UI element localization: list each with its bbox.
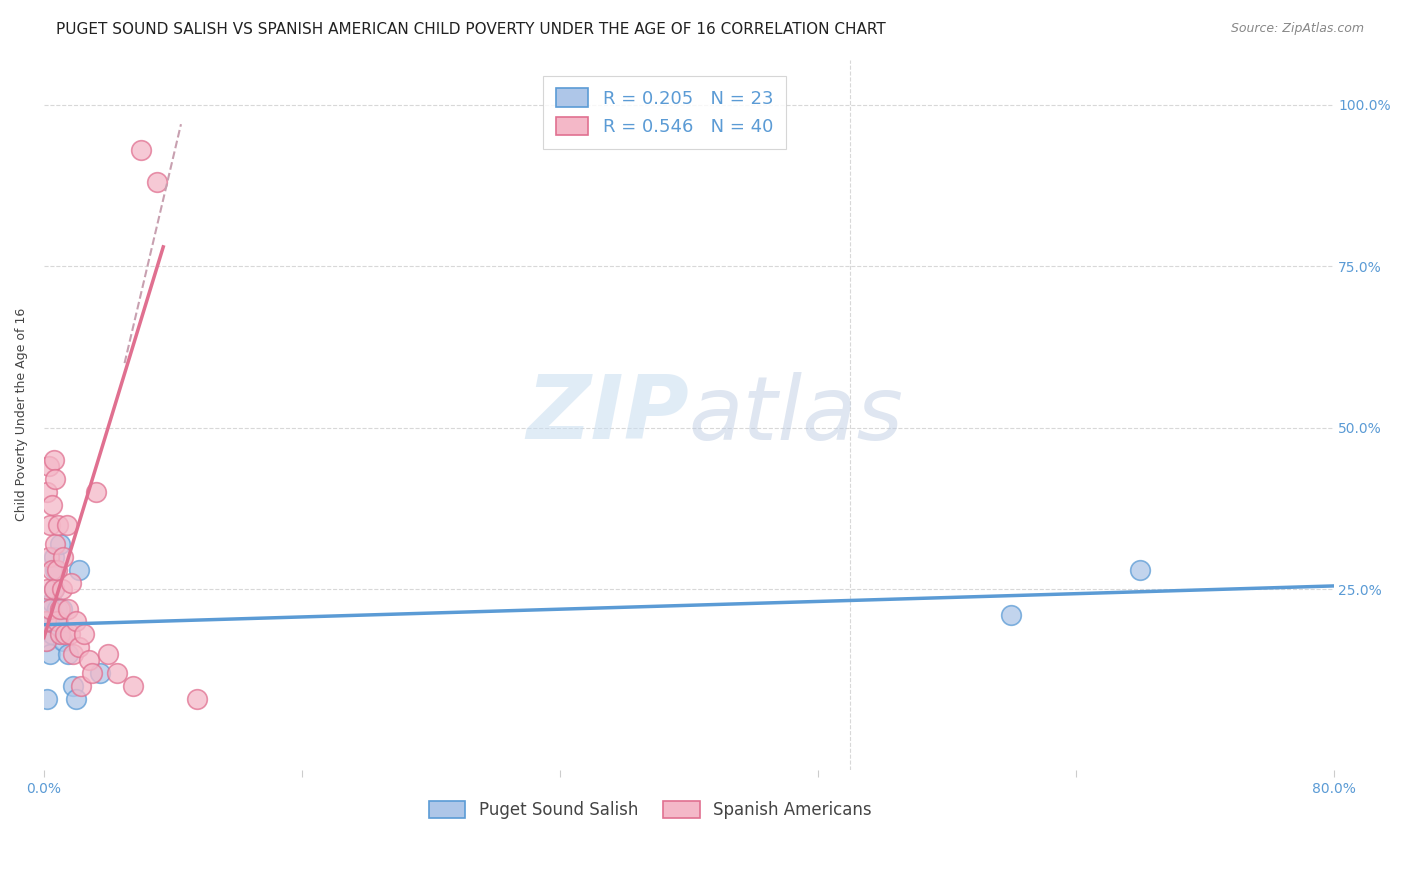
- Point: [41, 563, 63, 577]
- Point: [52, 633, 75, 648]
- Point: [70, 679, 93, 693]
- Point: [38, 459, 60, 474]
- Point: [44, 537, 66, 551]
- Point: [62, 647, 84, 661]
- Point: [45, 563, 67, 577]
- Point: [67, 563, 90, 577]
- Point: [39, 517, 62, 532]
- Point: [1129, 563, 1152, 577]
- Point: [59, 627, 82, 641]
- Point: [60, 575, 83, 590]
- Point: [56, 647, 79, 661]
- Point: [49, 627, 72, 641]
- Point: [37, 582, 59, 597]
- Legend: Puget Sound Salish, Spanish Americans: Puget Sound Salish, Spanish Americans: [422, 794, 879, 826]
- Point: [73, 627, 96, 641]
- Point: [77, 653, 100, 667]
- Point: [42, 453, 65, 467]
- Point: [49, 537, 72, 551]
- Point: [146, 175, 169, 189]
- Text: atlas: atlas: [689, 372, 904, 458]
- Point: [38, 615, 60, 629]
- Point: [186, 692, 208, 706]
- Point: [51, 601, 73, 615]
- Point: [38, 601, 60, 615]
- Text: PUGET SOUND SALISH VS SPANISH AMERICAN CHILD POVERTY UNDER THE AGE OF 16 CORRELA: PUGET SOUND SALISH VS SPANISH AMERICAN C…: [56, 22, 886, 37]
- Point: [51, 582, 73, 597]
- Text: ZIP: ZIP: [526, 371, 689, 458]
- Point: [39, 647, 62, 661]
- Point: [52, 549, 75, 564]
- Point: [49, 627, 72, 641]
- Point: [42, 582, 65, 597]
- Point: [67, 640, 90, 655]
- Point: [121, 679, 143, 693]
- Point: [42, 549, 65, 564]
- Point: [45, 615, 67, 629]
- Point: [62, 679, 84, 693]
- Point: [48, 615, 70, 629]
- Point: [48, 517, 70, 532]
- Point: [42, 582, 65, 597]
- Point: [44, 563, 66, 577]
- Point: [82, 666, 104, 681]
- Point: [37, 485, 59, 500]
- Point: [56, 601, 79, 615]
- Point: [89, 666, 111, 681]
- Point: [49, 601, 72, 615]
- Point: [38, 549, 60, 564]
- Point: [41, 627, 63, 641]
- Point: [34, 633, 56, 648]
- Point: [1000, 607, 1022, 622]
- Point: [53, 627, 76, 641]
- Point: [41, 498, 63, 512]
- Point: [34, 633, 56, 648]
- Point: [105, 666, 128, 681]
- Point: [129, 143, 152, 157]
- Text: Source: ZipAtlas.com: Source: ZipAtlas.com: [1230, 22, 1364, 36]
- Point: [41, 595, 63, 609]
- Point: [45, 601, 67, 615]
- Point: [55, 517, 77, 532]
- Point: [44, 472, 66, 486]
- Point: [34, 615, 56, 629]
- Point: [84, 485, 107, 500]
- Y-axis label: Child Poverty Under the Age of 16: Child Poverty Under the Age of 16: [15, 308, 28, 522]
- Point: [65, 692, 87, 706]
- Point: [65, 615, 87, 629]
- Point: [37, 692, 59, 706]
- Point: [97, 647, 120, 661]
- Point: [39, 601, 62, 615]
